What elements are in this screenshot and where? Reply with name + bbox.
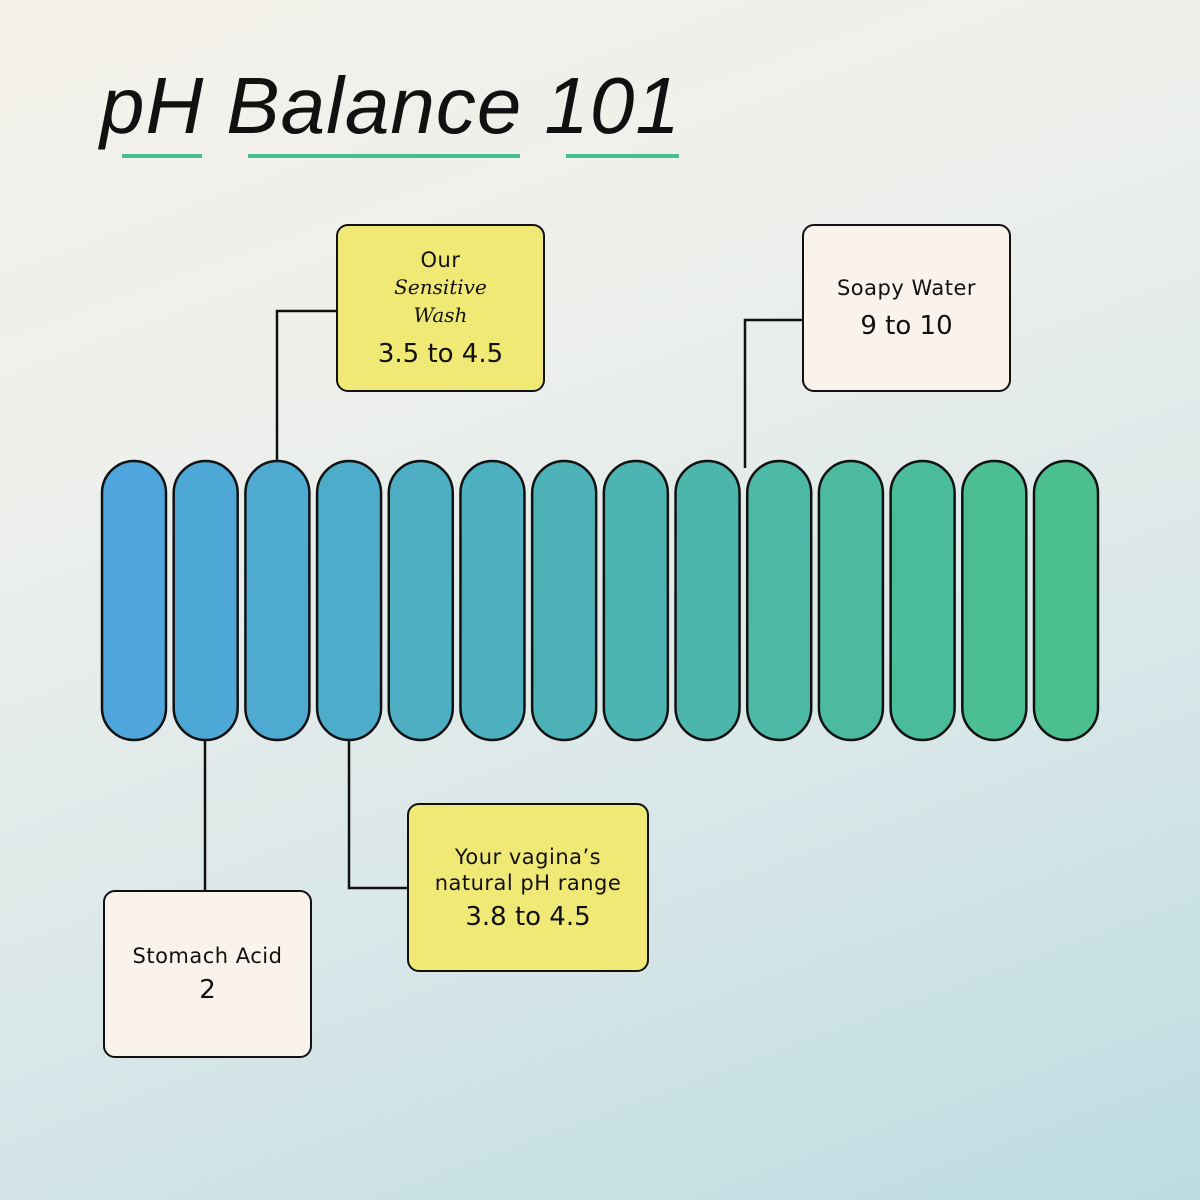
ph-value: 9 to 10: [860, 311, 953, 341]
ph-value: 3.5 to 4.5: [377, 339, 504, 369]
product-name-line1: Sensitive: [394, 275, 487, 299]
title-word-balance: Balance: [226, 61, 523, 158]
ph-scale-segment: [315, 459, 383, 742]
callout-stomach-acid: Stomach Acid 2: [103, 890, 312, 1058]
ph-value: 3.8 to 4.5: [465, 901, 591, 932]
callout-label-line1: Your vagina’s: [454, 844, 602, 869]
callout-label: Stomach Acid: [132, 944, 283, 968]
ph-scale-segment: [745, 459, 813, 742]
callout-label: Soapy Water: [836, 276, 977, 300]
ph-scale-segment: [172, 459, 239, 742]
callout-label-line2: natural pH range: [434, 870, 622, 895]
connector-vaginal-ph: [347, 738, 409, 890]
connector-soapy-water: [743, 318, 804, 468]
callout-label: Our: [420, 248, 461, 272]
callout-vaginal-ph: Your vagina’s natural pH range 3.8 to 4.…: [407, 803, 649, 972]
ph-scale-segment: [1032, 459, 1100, 742]
ph-scale-segment: [244, 459, 311, 742]
title-word-ph: pH: [100, 61, 205, 158]
callout-sensitive-wash: Our Sensitive Wash 3.5 to 4.5: [336, 224, 545, 392]
ph-scale-segment: [387, 459, 455, 742]
ph-scale-segment: [100, 459, 168, 742]
ph-scale-segment: [674, 459, 741, 742]
ph-scale-segment: [961, 459, 1028, 742]
callout-soapy-water: Soapy Water 9 to 10: [802, 224, 1011, 392]
ph-scale-segment: [817, 459, 885, 742]
connector-sensitive-wash: [275, 309, 338, 462]
title-word-101: 101: [544, 61, 681, 158]
product-name-line2: Wash: [413, 303, 468, 327]
ph-scale-segment: [459, 459, 526, 742]
ph-scale-segment: [602, 459, 670, 742]
ph-scale-segment: [889, 459, 956, 742]
page-title: pH Balance 101: [100, 60, 703, 158]
ph-scale-segment: [530, 459, 598, 742]
ph-value: 2: [199, 975, 216, 1005]
